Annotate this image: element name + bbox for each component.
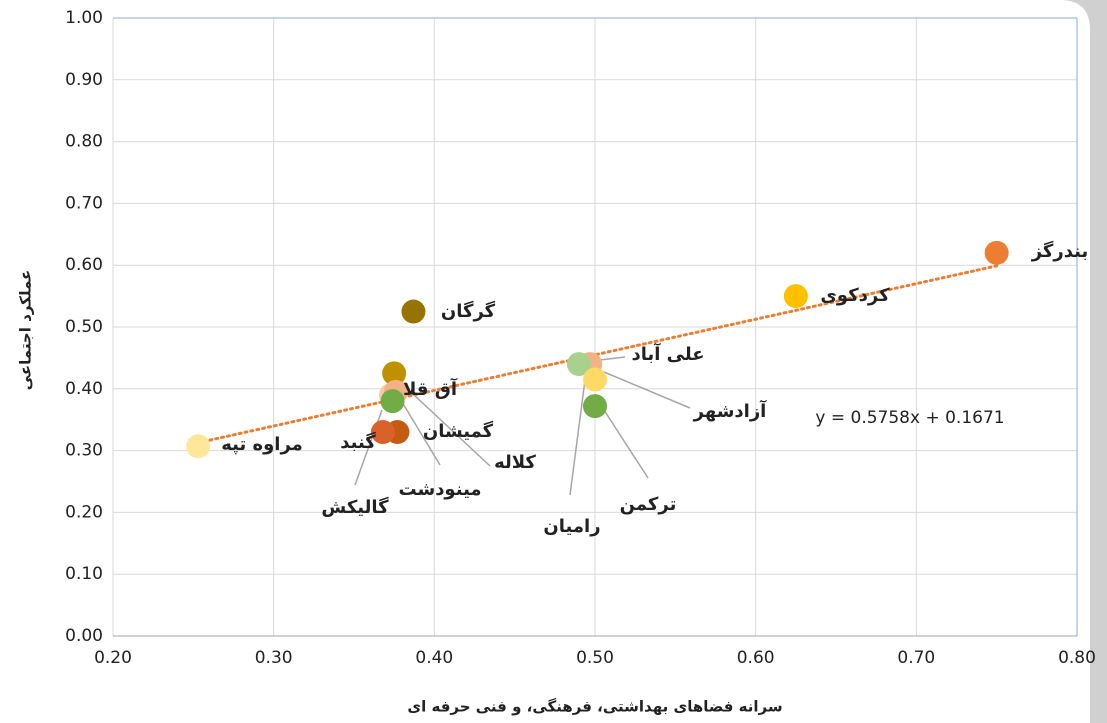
y-tick-label: 0.10 xyxy=(65,564,103,584)
point-label: مراوه تپه xyxy=(221,434,303,455)
point-label: رامیان xyxy=(543,516,600,537)
y-tick-label: 0.00 xyxy=(65,626,103,646)
y-tick-label: 0.20 xyxy=(65,502,103,522)
point-label: آق قلا xyxy=(403,377,458,400)
point xyxy=(566,352,591,377)
y-tick-label: 0.60 xyxy=(65,255,103,275)
point xyxy=(783,284,808,309)
point-label: گنبد xyxy=(340,431,376,453)
y-tick-label: 0.40 xyxy=(65,379,103,399)
leader-line xyxy=(397,379,491,467)
y-tick-label: 1.00 xyxy=(65,8,103,28)
y-tick-label: 0.70 xyxy=(65,193,103,213)
x-tick-label: 0.20 xyxy=(94,648,132,668)
x-tick-label: 0.60 xyxy=(737,648,775,668)
y-tick-label: 0.90 xyxy=(65,70,103,90)
x-axis-title: سرانه فضاهای بهداشتی، فرهنگی، و فنی حرفه… xyxy=(407,698,782,716)
trendline xyxy=(196,264,999,445)
x-tick-label: 0.50 xyxy=(576,648,614,668)
point-label: کلاله xyxy=(494,452,536,473)
point-label: کردکوی xyxy=(820,285,890,306)
x-tick-label: 0.70 xyxy=(897,648,935,668)
point xyxy=(984,240,1009,265)
point-label: آزادشهر xyxy=(693,399,768,422)
point xyxy=(401,299,426,324)
point xyxy=(382,361,407,386)
point-label: گرگان xyxy=(441,300,496,322)
y-tick-label: 0.30 xyxy=(65,441,103,461)
leader-line xyxy=(569,379,586,496)
x-tick-label: 0.30 xyxy=(255,648,293,668)
y-tick-label: 0.80 xyxy=(65,132,103,152)
point-label: ترکمن xyxy=(620,494,677,515)
leader-line xyxy=(603,371,691,409)
point-label: علی آباد xyxy=(631,342,704,365)
point-label: مینودشت xyxy=(398,479,481,500)
y-axis-title: عملکرد اجتماعی xyxy=(17,270,35,391)
y-tick-label: 0.50 xyxy=(65,317,103,337)
point xyxy=(380,389,405,414)
point-label: بندرگز xyxy=(1031,240,1089,262)
leader-line xyxy=(599,356,626,361)
point-label: گمیشان xyxy=(423,420,494,442)
point xyxy=(370,420,395,445)
point-label: گالیکش xyxy=(321,496,389,518)
leader-line xyxy=(603,409,649,479)
x-tick-label: 0.80 xyxy=(1058,648,1096,668)
point xyxy=(186,434,211,459)
point xyxy=(583,367,607,392)
trendline-label: y = 0.5758x + 0.1671 xyxy=(815,408,1004,428)
x-tick-label: 0.40 xyxy=(415,648,453,668)
point xyxy=(583,394,607,419)
